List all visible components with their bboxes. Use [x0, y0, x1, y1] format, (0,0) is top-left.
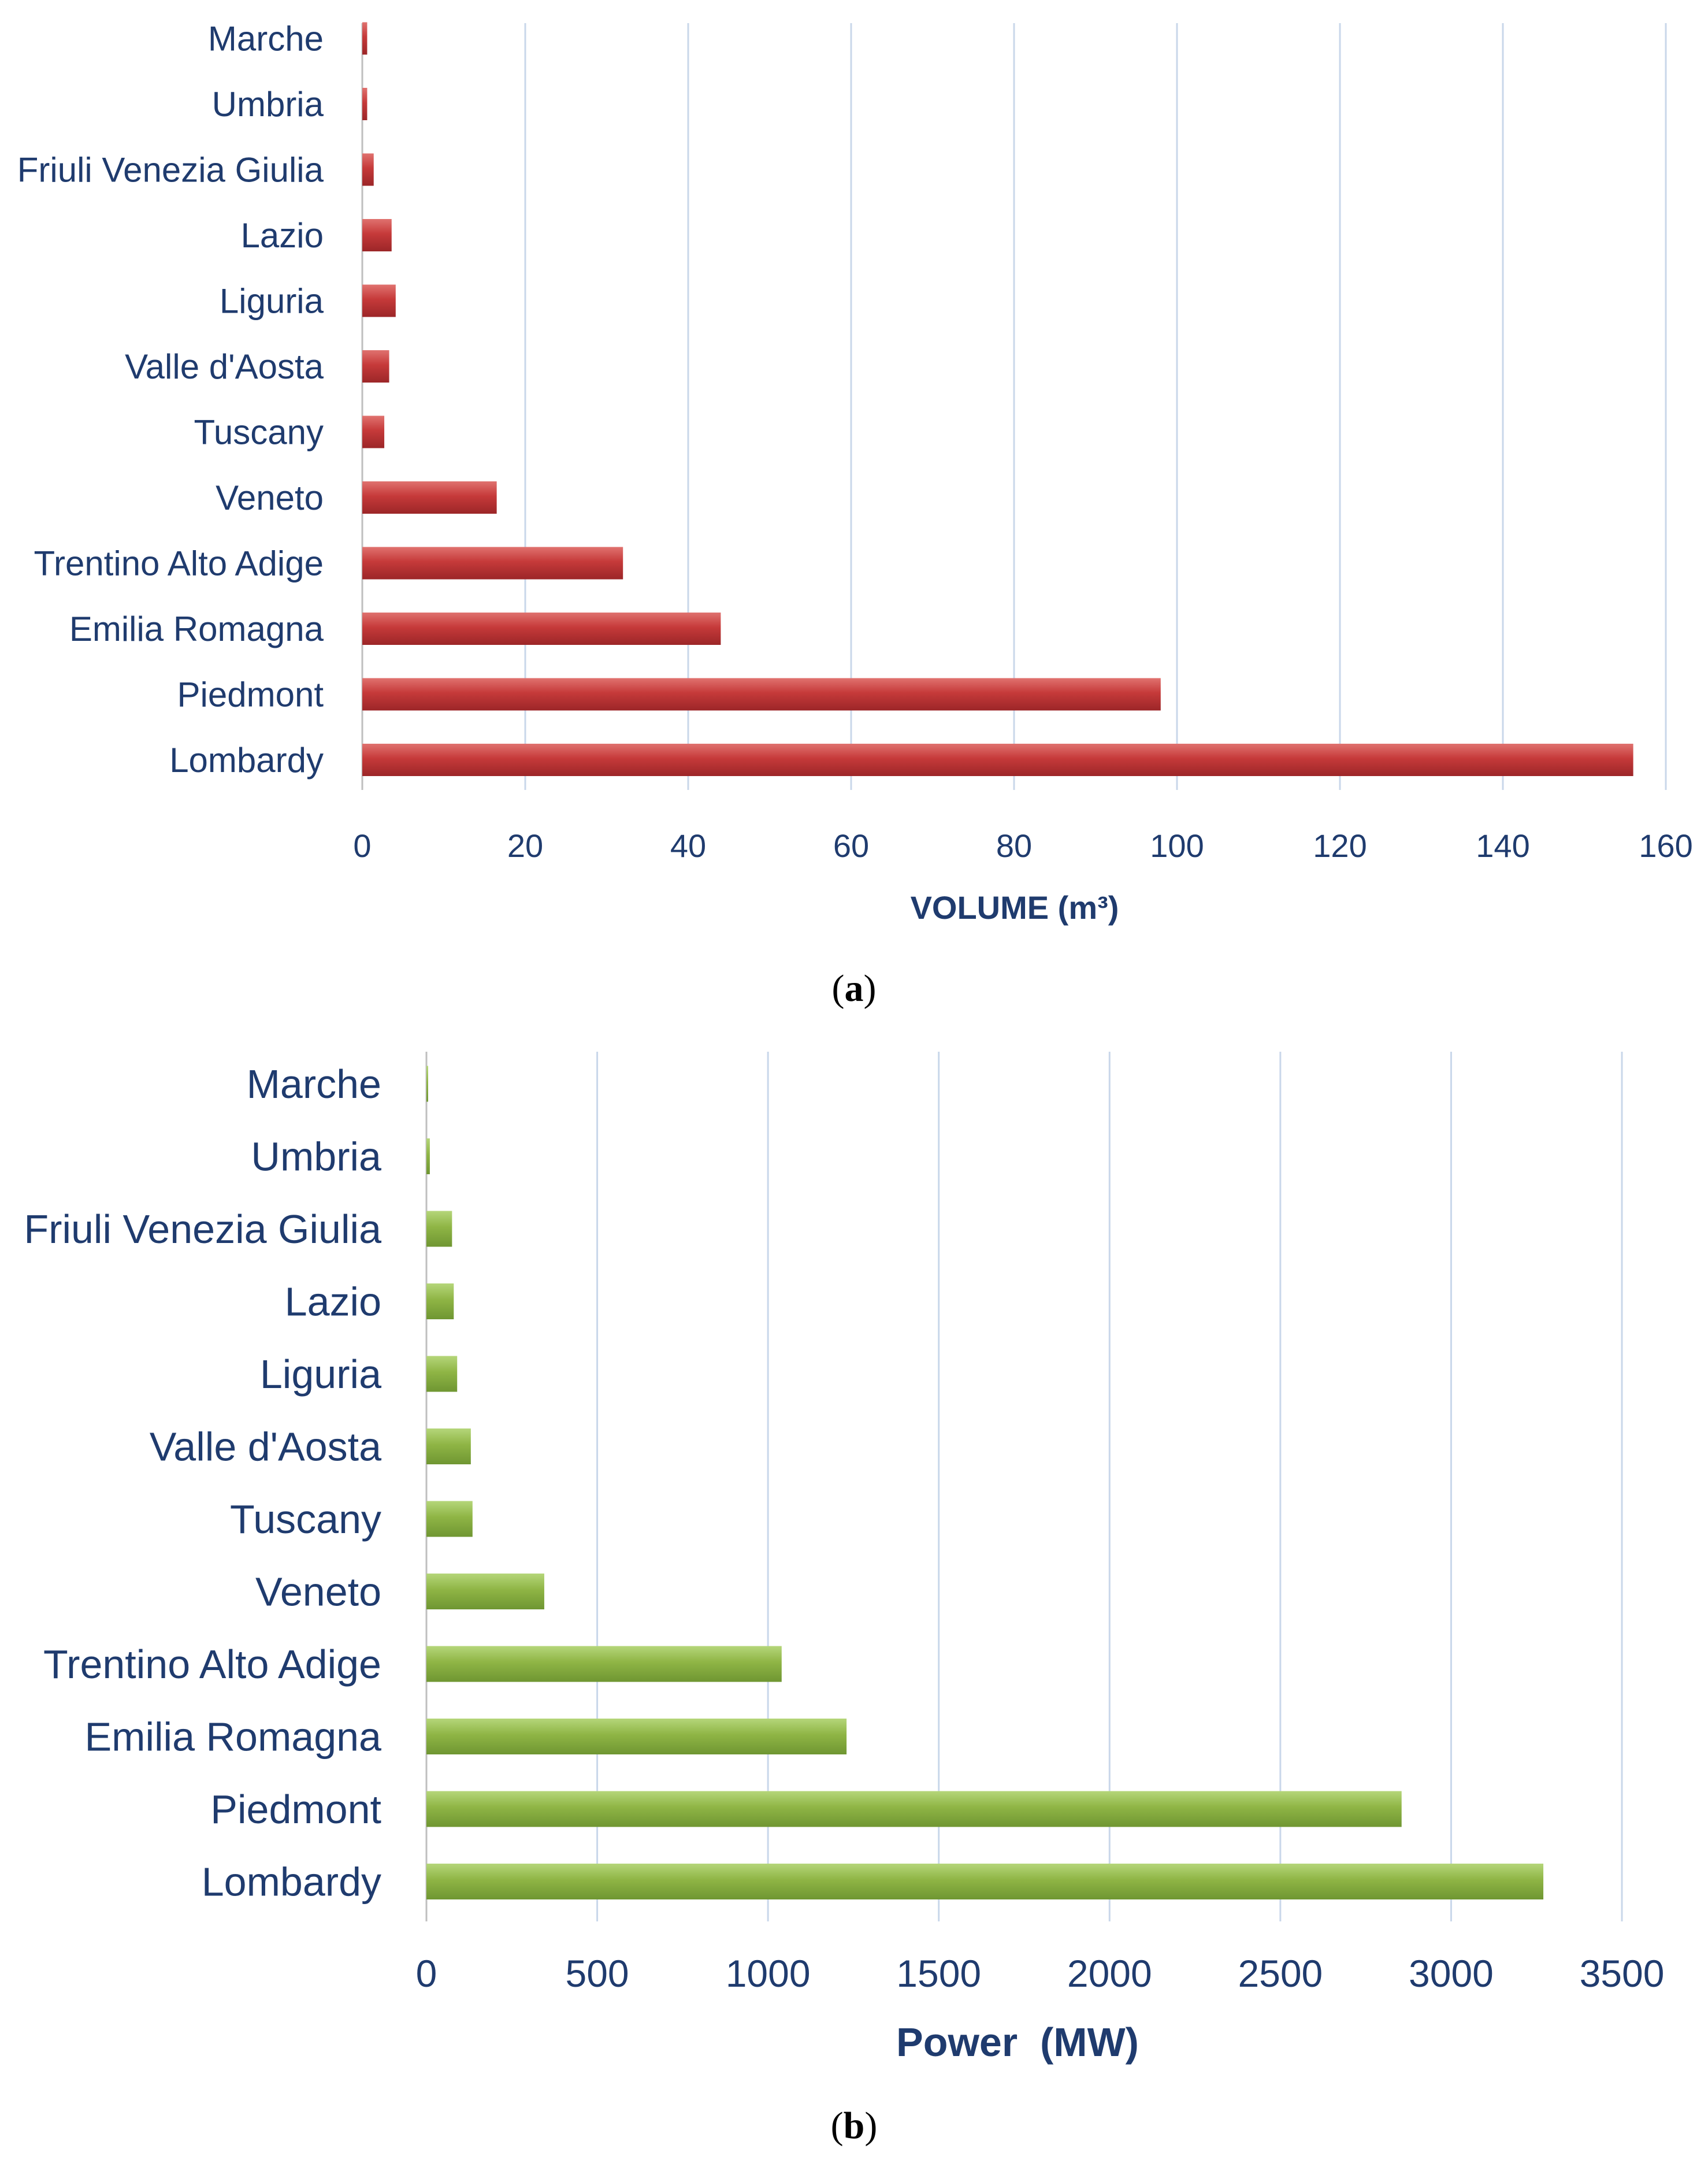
volume-bar [362, 481, 497, 514]
power-bar [426, 1864, 1544, 1899]
volume-category-label: Tuscany [194, 413, 324, 452]
power-category-label: Lombardy [202, 1860, 381, 1905]
volume-bar [362, 350, 389, 383]
power-category-label: Piedmont [210, 1787, 381, 1832]
power-bars [426, 1066, 1544, 1899]
volume-category-label: Friuli Venezia Giulia [17, 151, 324, 190]
volume-x-tick-label: 80 [996, 828, 1032, 864]
volume-x-tick-label: 140 [1476, 828, 1529, 864]
power-bar [426, 1501, 473, 1537]
volume-x-tick-label: 60 [833, 828, 869, 864]
power-category-label: Umbria [251, 1134, 381, 1179]
power-x-tick-label: 3500 [1580, 1952, 1665, 1995]
power-category-labels: Lombardy Piedmont Emilia Romagna Trentino A… [24, 1062, 381, 1905]
volume-x-tick-labels: 0 20 40 60 80 100 120 140 160 [353, 828, 1692, 864]
power-x-tick-labels: 0 500 1000 1500 2000 2500 3000 3500 [416, 1952, 1665, 1995]
power-bar [426, 1356, 458, 1392]
volume-x-tick-label: 100 [1150, 828, 1204, 864]
power-x-tick-label: 2500 [1238, 1952, 1323, 1995]
volume-gridlines [524, 23, 1667, 790]
volume-category-label: Trentino Alto Adige [34, 544, 324, 583]
volume-category-labels: Lombardy Piedmont Emilia Romagna Trentino A… [17, 20, 324, 780]
power-bar [426, 1791, 1402, 1827]
power-bar [426, 1574, 544, 1609]
volume-bars [362, 22, 1633, 776]
power-x-tick-label: 3000 [1409, 1952, 1494, 1995]
power-category-label: Liguria [260, 1352, 381, 1397]
power-category-label: Lazio [285, 1279, 381, 1324]
volume-category-label: Umbria [212, 85, 324, 124]
caption-a: (a) [832, 967, 877, 1010]
power-category-label: Veneto [255, 1569, 381, 1615]
volume-bar [362, 219, 392, 251]
volume-bar [362, 22, 367, 55]
volume-bar [362, 744, 1633, 776]
caption-a-label: a [845, 967, 864, 1010]
power-category-label: Valle d'Aosta [150, 1424, 381, 1470]
power-bar [426, 1211, 452, 1247]
volume-category-label: Lombardy [169, 741, 324, 780]
volume-category-label: Veneto [216, 478, 324, 517]
volume-x-tick-label: 0 [353, 828, 371, 864]
volume-x-axis-title: VOLUME (m³) [911, 889, 1119, 926]
volume-category-label: Piedmont [177, 676, 324, 714]
volume-bar [362, 547, 623, 580]
volume-bar [362, 153, 374, 186]
power-bar [426, 1066, 428, 1102]
power-bar [426, 1719, 847, 1754]
power-gridlines [596, 1052, 1623, 1921]
volume-bar [362, 613, 721, 645]
volume-bar [362, 678, 1161, 711]
power-category-label: Emilia Romagna [84, 1715, 381, 1760]
power-x-tick-label: 0 [416, 1952, 437, 1995]
power-bar [426, 1283, 454, 1319]
volume-category-label: Liguria [220, 282, 324, 321]
caption-b: (b) [831, 2105, 878, 2147]
power-category-label: Friuli Venezia Giulia [24, 1207, 381, 1252]
volume-bar [362, 415, 385, 448]
volume-x-tick-label: 40 [670, 828, 706, 864]
volume-category-label: Emilia Romagna [69, 610, 324, 648]
volume-category-label: Lazio [241, 216, 324, 255]
power-category-label: Trentino Alto Adige [43, 1642, 381, 1687]
power-chart: Lombardy Piedmont Emilia Romagna Trentino A… [24, 1052, 1664, 2147]
power-x-tick-label: 500 [566, 1952, 629, 1995]
volume-x-tick-label: 20 [507, 828, 543, 864]
power-bar [426, 1428, 471, 1464]
power-bar [426, 1138, 430, 1174]
power-x-tick-label: 1000 [726, 1952, 811, 1995]
volume-bar [362, 284, 396, 317]
power-x-tick-label: 2000 [1067, 1952, 1152, 1995]
volume-chart: Lombardy Piedmont Emilia Romagna Trentino A… [17, 20, 1693, 1010]
volume-x-tick-label: 160 [1639, 828, 1692, 864]
volume-bar [362, 88, 367, 120]
power-x-axis-title: Power (MW) [896, 2020, 1139, 2065]
caption-b-label: b [844, 2105, 865, 2147]
power-category-label: Tuscany [230, 1497, 381, 1542]
volume-category-label: Valle d'Aosta [125, 347, 324, 386]
power-bar [426, 1646, 782, 1682]
power-x-tick-label: 1500 [896, 1952, 981, 1995]
volume-category-label: Marche [208, 20, 324, 58]
power-category-label: Marche [247, 1062, 381, 1107]
volume-x-tick-label: 120 [1313, 828, 1367, 864]
